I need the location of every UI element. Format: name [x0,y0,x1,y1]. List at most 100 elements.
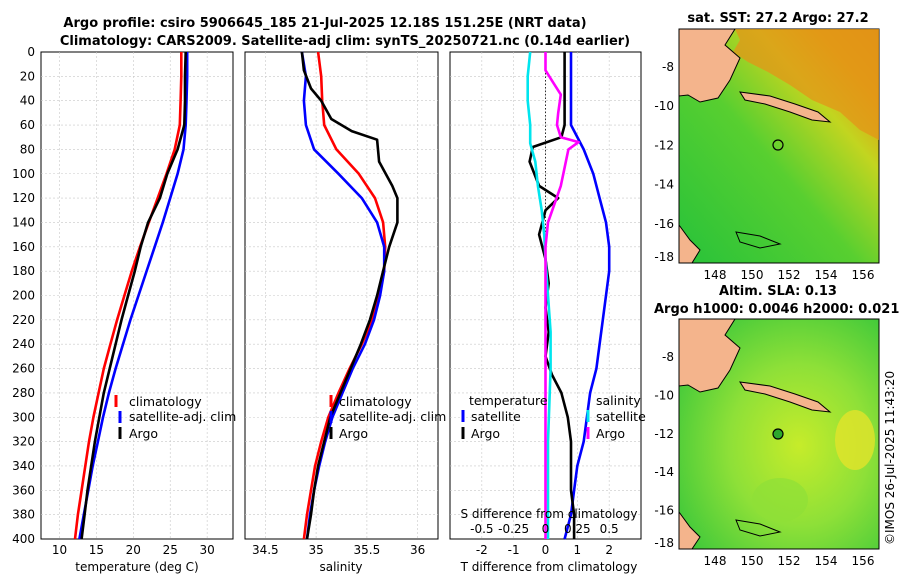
series-argo [80,51,187,540]
figure-title-line2: Climatology: CARS2009. Satellite-adj cli… [60,34,630,49]
series-salinity-argo [544,52,580,539]
land-australia [678,223,701,264]
s-tick-label: 0.5 [600,522,619,536]
s-difference-ticks: -0.5 -0.25 0 0.25 0.5 [470,522,619,536]
x-tick-label: 25 [163,543,178,557]
lon-tick-label: 150 [741,554,764,568]
legend-climatology: climatology [339,394,412,409]
figure-title-line1: Argo profile: csiro 5906645_185 21-Jul-2… [63,16,586,31]
x-tick-label: 1 [574,543,582,557]
y-tick-label: 160 [12,240,35,254]
y-tick-label: 240 [12,337,35,351]
x-tick-label: 35.5 [354,543,381,557]
sst-map-title: sat. SST: 27.2 Argo: 27.2 [687,11,868,26]
y-tick-label: 60 [20,118,35,132]
profile-series [73,51,611,540]
temperature-legend: climatology satellite-adj. clim Argo [114,394,236,441]
argo-location-marker [772,139,784,151]
lon-tick-label: 156 [852,268,875,282]
y-tick-label: 260 [12,362,35,376]
y-tick-label: 20 [20,69,35,83]
land-islands [739,381,832,413]
lat-tick-label: -10 [654,99,674,113]
land-australia [678,510,701,550]
legend-salinity-title: salinity [596,393,641,408]
series-satellite-adj-clim [78,52,189,540]
land-new-guinea [678,28,741,103]
lat-tick-label: -12 [654,138,674,152]
y-tick-label: 80 [20,142,35,156]
y-tick-label: 40 [20,94,35,108]
salinity-legend: climatology satellite-adj. clim Argo [329,394,446,441]
land-islands [739,91,832,123]
lon-tick-label: 154 [815,268,838,282]
series-temperature-satellite [563,52,611,540]
t-difference-axis-label: T difference from climatology [460,560,638,574]
lat-tick-label: -18 [654,536,674,550]
legend-satellite-adj: satellite-adj. clim [339,409,446,424]
reef-outline [735,519,782,537]
lon-tick-label: 148 [704,268,727,282]
y-tick-label: 340 [12,459,35,473]
sla-map-axes: 148 150 152 154 156 -8 -10 -12 -14 -16 -18 [654,350,874,568]
y-tick-label: 200 [12,289,35,303]
legend-satellite-adj: satellite-adj. clim [129,409,236,424]
legend-s-argo: Argo [596,426,625,441]
x-tick-label: 30 [200,543,215,557]
lon-tick-label: 150 [741,268,764,282]
lat-tick-label: -14 [654,178,674,192]
x-tick-label: -1 [508,543,520,557]
lon-tick-label: 156 [852,554,875,568]
sla-map-title-line2: Argo h1000: 0.0046 h2000: 0.021 [654,302,899,317]
sla-anomaly [752,478,808,522]
y-tick-label: 300 [12,410,35,424]
warm-sst-region [679,29,879,140]
lon-tick-label: 154 [815,554,838,568]
x-tick-label: 15 [89,543,104,557]
lat-tick-label: -16 [654,217,674,231]
legend-t-argo: Argo [471,426,500,441]
lat-tick-label: -14 [654,465,674,479]
s-tick-label: 0 [542,522,550,536]
copyright-stamp: ©IMOS 26-Jul-2025 11:43:20 [883,371,897,545]
lon-tick-label: 152 [778,268,801,282]
x-tick-label: 35 [308,543,323,557]
lon-tick-label: 152 [778,554,801,568]
x-tick-label: 34.5 [252,543,279,557]
sla-high-anomaly [835,410,875,470]
x-tick-label: 20 [126,543,141,557]
sla-map [678,318,880,550]
salinity-axis-label: salinity [319,560,362,574]
legend-argo: Argo [129,426,158,441]
y-tick-label: 280 [12,386,35,400]
y-tick-label: 180 [12,264,35,278]
s-difference-axis-label: S difference from climatology [461,507,638,521]
legend-temperature-title: temperature [469,393,548,408]
lat-tick-label: -8 [662,60,674,74]
x-tick-label: 10 [52,543,67,557]
sst-map [678,28,880,264]
legend-climatology: climatology [129,394,202,409]
x-tick-label: 0 [542,543,550,557]
y-tick-label: 220 [12,313,35,327]
legend-s-satellite: satellite [596,409,646,424]
series-argo [300,51,399,540]
sla-map-title-line1: Altim. SLA: 0.13 [719,284,837,299]
s-tick-label: -0.5 [470,522,493,536]
lat-tick-label: -10 [654,388,674,402]
lat-tick-label: -18 [654,250,674,264]
lon-tick-label: 148 [704,554,727,568]
y-tick-label: 360 [12,483,35,497]
y-tick-label: 320 [12,435,35,449]
difference-legend: temperature satellite Argo salinity sate… [461,393,646,441]
y-tick-label: 0 [27,45,35,59]
series-climatology [73,52,183,540]
x-tick-label: 2 [605,543,613,557]
s-tick-label: -0.25 [498,522,529,536]
legend-argo: Argo [339,426,368,441]
x-axes: 10 15 20 25 30 34.5 35 35.5 36 -2 -1 0 1 2 [52,543,613,557]
lat-tick-label: -12 [654,427,674,441]
s-tick-label: 0.25 [564,522,591,536]
reef-outline [735,231,782,249]
